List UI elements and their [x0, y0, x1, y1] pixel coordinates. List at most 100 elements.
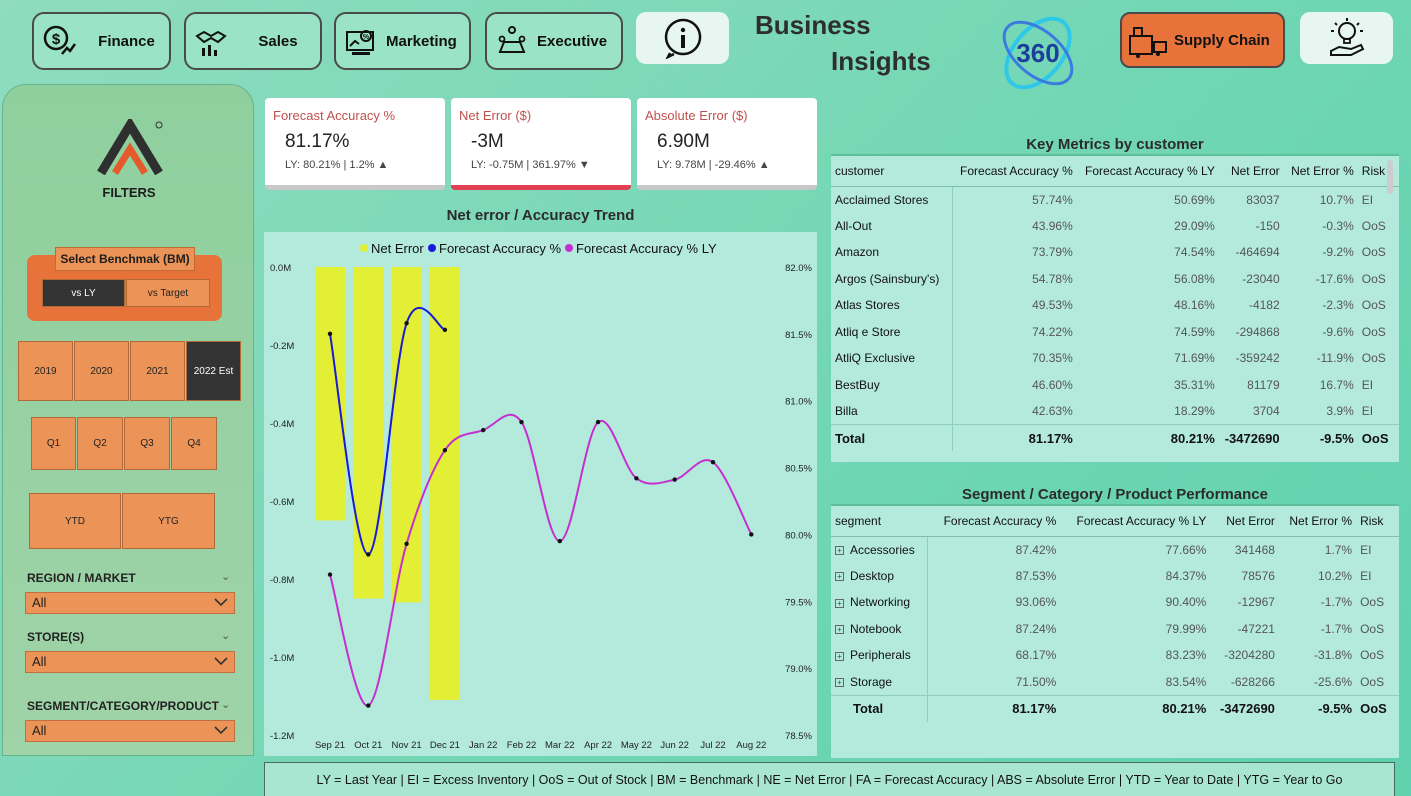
- table-cell: + Accessories: [831, 536, 928, 563]
- table-row[interactable]: + Accessories 87.42% 77.66% 341468 1.7% EI: [831, 536, 1399, 563]
- year-2019-button[interactable]: 2019: [18, 341, 73, 401]
- forecast-accuracy-ly-line-point: [366, 703, 371, 708]
- right-axis-tick: 80.0%: [785, 530, 812, 541]
- table-row[interactable]: All-Out 43.96% 29.09% -150 -0.3% OoS: [831, 212, 1399, 240]
- table-row[interactable]: + Storage 71.50% 83.54% -628266 -25.6% OoS: [831, 668, 1399, 695]
- segment-header-1[interactable]: Forecast Accuracy %: [927, 506, 1061, 537]
- finance-button[interactable]: $ Finance: [32, 12, 171, 70]
- expand-icon[interactable]: +: [835, 651, 844, 661]
- right-axis-tick: 79.0%: [785, 664, 812, 675]
- table-row[interactable]: + Desktop 87.53% 84.37% 78576 10.2% EI: [831, 562, 1399, 590]
- region-select[interactable]: All: [25, 592, 235, 614]
- right-axis-tick: 82.0%: [785, 263, 812, 274]
- sales-button[interactable]: Sales: [184, 12, 322, 70]
- table-row[interactable]: Acclaimed Stores 57.74% 50.69% 83037 10.7% EI: [831, 186, 1399, 213]
- table-cell: BestBuy: [831, 371, 953, 398]
- total-cell: OoS: [1357, 424, 1399, 451]
- insights-button[interactable]: [1300, 12, 1393, 64]
- customer-header-1[interactable]: Forecast Accuracy %: [952, 156, 1077, 187]
- table-cell: + Notebook: [831, 615, 928, 642]
- customer-header-0[interactable]: customer: [831, 156, 953, 187]
- expand-icon[interactable]: +: [835, 625, 844, 635]
- cell-text: Argos (Sainsbury's): [835, 271, 940, 286]
- table-cell: 78576: [1210, 563, 1279, 590]
- info-button[interactable]: [636, 12, 729, 64]
- left-axis-tick: -1.2M: [270, 731, 294, 742]
- cell-text: 68.17%: [1015, 648, 1057, 663]
- table-row[interactable]: AtliQ Exclusive 70.35% 71.69% -359242 -11.9%…: [831, 345, 1399, 372]
- table-row[interactable]: Amazon 73.79% 74.54% -464694 -9.2% OoS: [831, 239, 1399, 266]
- period-ytd-button[interactable]: YTD: [29, 493, 121, 549]
- cell-text: EI: [1361, 377, 1374, 392]
- cell-text: 16.7%: [1319, 377, 1354, 392]
- table-cell: + Storage: [831, 668, 928, 695]
- table-row[interactable]: + Notebook 87.24% 79.99% -47221 -1.7% OoS: [831, 615, 1399, 642]
- table-cell: Argos (Sainsbury's): [831, 265, 953, 292]
- net-error-bar: [429, 267, 460, 700]
- table-cell: + Desktop: [831, 562, 928, 589]
- quarter-q2-button[interactable]: Q2: [77, 417, 123, 470]
- cell-text: 46.60%: [1032, 377, 1073, 392]
- table-cell: -294868: [1219, 319, 1284, 346]
- quarter-q1-button[interactable]: Q1: [31, 417, 76, 470]
- quarter-q4-button[interactable]: Q4: [171, 417, 217, 470]
- cell-text: 43.96%: [1032, 218, 1073, 233]
- table-cell: 87.53%: [927, 563, 1060, 590]
- benchmark-vs-ly-button[interactable]: vs LY: [42, 279, 125, 307]
- legend-label: Net Error: [371, 241, 424, 256]
- customer-header-2[interactable]: Forecast Accuracy % LY: [1076, 156, 1219, 187]
- executive-button[interactable]: Executive: [485, 12, 623, 70]
- benchmark-vs-target-button[interactable]: vs Target: [126, 279, 210, 307]
- scrollbar[interactable]: [1387, 160, 1393, 194]
- cell-text: 3704: [1252, 404, 1280, 418]
- cell-text: OoS: [1361, 245, 1386, 260]
- kpi-subtext: LY: 9.78M | -29.46% ▲: [657, 159, 770, 171]
- segment-header-0[interactable]: segment: [831, 506, 928, 537]
- x-axis-tick: Oct 21: [354, 740, 382, 751]
- region-expand-icon[interactable]: ⌄: [221, 571, 231, 583]
- table-cell: 29.09%: [1077, 213, 1219, 240]
- table-row[interactable]: + Peripherals 68.17% 83.23% -3204280 -31.8% Oo…: [831, 642, 1399, 669]
- expand-icon[interactable]: +: [835, 677, 844, 687]
- segment-header-4[interactable]: Net Error %: [1278, 506, 1357, 537]
- brand-logo-text: 360: [1016, 38, 1059, 68]
- forecast-accuracy-ly-line-point: [557, 538, 562, 544]
- segment-select[interactable]: All: [25, 720, 235, 742]
- table-row[interactable]: Atliq e Store 74.22% 74.59% -294868 -9.6% OoS: [831, 318, 1399, 346]
- forecast-accuracy-ly-line-point: [749, 532, 754, 537]
- table-row[interactable]: Billa 42.63% 18.29% 3704 3.9% EI: [831, 398, 1399, 425]
- left-axis-tick: -0.6M: [270, 497, 294, 508]
- year-2020-button[interactable]: 2020: [74, 341, 129, 401]
- expand-icon[interactable]: +: [835, 572, 844, 582]
- forecast-accuracy-ly-line-point: [327, 572, 333, 577]
- table-row[interactable]: Argos (Sainsbury's) 54.78% 56.08% -23040 -17…: [831, 265, 1399, 292]
- handshake-icon: [186, 16, 236, 66]
- table-row[interactable]: + Networking 93.06% 90.40% -12967 -1.7% OoS: [831, 589, 1399, 616]
- cell-text: 87.42%: [1015, 542, 1057, 557]
- quarter-q3-button[interactable]: Q3: [124, 417, 170, 470]
- kpi-value: -3M: [471, 131, 504, 152]
- year-2022-est-button[interactable]: 2022 Est: [186, 341, 241, 401]
- customer-header-4[interactable]: Net Error %: [1283, 156, 1358, 187]
- customer-header-3[interactable]: Net Error: [1218, 156, 1284, 187]
- store-select[interactable]: All: [25, 651, 235, 673]
- table-row[interactable]: BestBuy 46.60% 35.31% 81179 16.7% EI: [831, 371, 1399, 398]
- expand-icon[interactable]: +: [835, 545, 844, 555]
- supply-chain-button[interactable]: Supply Chain: [1120, 12, 1285, 68]
- marketing-icon: %: [336, 16, 386, 66]
- table-cell: 341468: [1210, 536, 1279, 563]
- x-axis-tick: Sep 21: [315, 740, 345, 751]
- table-row[interactable]: Atlas Stores 49.53% 48.16% -4182 -2.3% OoS: [831, 292, 1399, 319]
- year-2021-button[interactable]: 2021: [130, 341, 185, 401]
- cell-text: OoS: [1361, 271, 1386, 286]
- kpi-title: Net Error ($): [459, 108, 532, 123]
- period-ytg-button[interactable]: YTG: [122, 493, 215, 549]
- expand-icon[interactable]: +: [835, 598, 844, 608]
- marketing-button[interactable]: % Marketing: [334, 12, 471, 70]
- segment-header-3[interactable]: Net Error: [1210, 506, 1279, 537]
- store-expand-icon[interactable]: ⌄: [221, 630, 231, 642]
- segment-expand-icon[interactable]: ⌄: [221, 699, 231, 711]
- segment-header-5[interactable]: Risk: [1356, 506, 1399, 537]
- cell-text: 18.29%: [1174, 404, 1215, 418]
- segment-header-2[interactable]: Forecast Accuracy % LY: [1060, 506, 1211, 537]
